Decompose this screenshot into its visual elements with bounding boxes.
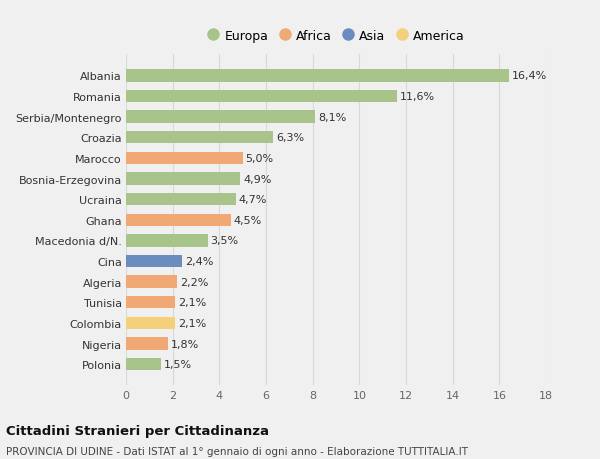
Bar (126, 111, 315, 123)
Text: 2,4%: 2,4% (185, 257, 213, 267)
Bar (126, 132, 273, 144)
Bar (126, 70, 509, 83)
Bar (126, 91, 397, 103)
Legend: Europa, Africa, Asia, America: Europa, Africa, Asia, America (202, 25, 470, 48)
Bar (126, 317, 175, 330)
Text: 2,1%: 2,1% (178, 318, 206, 328)
Text: 6,3%: 6,3% (276, 133, 304, 143)
Bar (126, 358, 161, 370)
Text: 1,5%: 1,5% (164, 359, 192, 369)
Text: 1,8%: 1,8% (171, 339, 199, 349)
Bar (126, 173, 241, 185)
Text: 16,4%: 16,4% (511, 71, 547, 81)
Text: 8,1%: 8,1% (318, 112, 346, 123)
Bar (126, 194, 236, 206)
Bar (126, 255, 182, 268)
Bar (126, 214, 231, 226)
Text: 11,6%: 11,6% (400, 92, 434, 102)
Text: 4,7%: 4,7% (238, 195, 267, 205)
Text: 5,0%: 5,0% (245, 154, 274, 163)
Bar (126, 276, 178, 288)
Text: 2,1%: 2,1% (178, 297, 206, 308)
Text: Cittadini Stranieri per Cittadinanza: Cittadini Stranieri per Cittadinanza (6, 424, 269, 437)
Bar (126, 297, 175, 309)
Text: 4,9%: 4,9% (243, 174, 272, 184)
Bar (126, 338, 168, 350)
Text: PROVINCIA DI UDINE - Dati ISTAT al 1° gennaio di ogni anno - Elaborazione TUTTIT: PROVINCIA DI UDINE - Dati ISTAT al 1° ge… (6, 447, 468, 456)
Text: 3,5%: 3,5% (211, 236, 239, 246)
Text: 4,5%: 4,5% (234, 215, 262, 225)
Bar (126, 235, 208, 247)
Bar (126, 152, 242, 165)
Text: 2,2%: 2,2% (180, 277, 209, 287)
